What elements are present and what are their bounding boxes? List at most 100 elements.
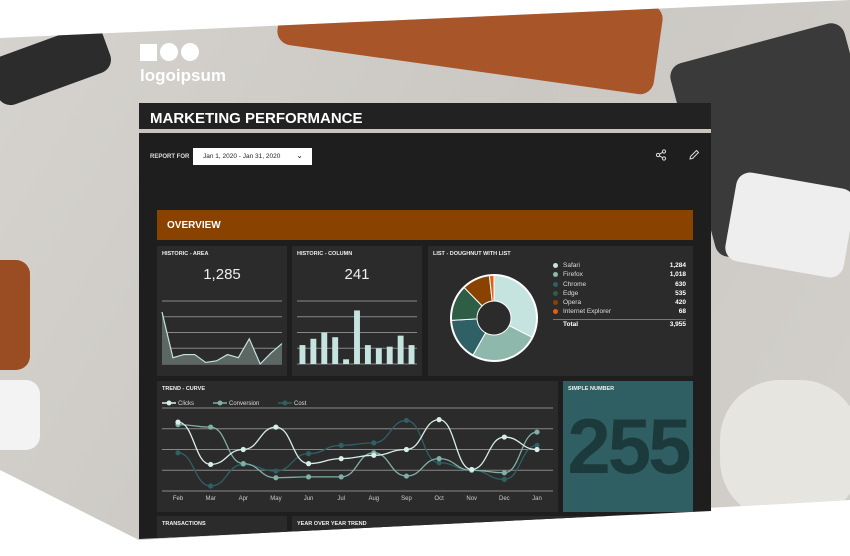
browser-name: Internet Explorer bbox=[563, 308, 612, 316]
legend-label: Cost bbox=[294, 401, 307, 407]
doughnut-chart bbox=[450, 274, 538, 362]
card-title: LIST - DOUGHNUT WITH LIST bbox=[433, 251, 511, 257]
column-bar bbox=[354, 310, 360, 364]
card-title: HISTORIC - AREA bbox=[162, 251, 209, 257]
data-point bbox=[240, 446, 246, 453]
data-point bbox=[305, 474, 312, 480]
browser-name: Chrome bbox=[563, 280, 587, 288]
card-title: TRANSACTIONS bbox=[162, 521, 206, 527]
x-tick-label: Feb bbox=[173, 496, 184, 502]
data-point bbox=[273, 468, 279, 474]
x-tick-label: Jan bbox=[532, 496, 542, 502]
data-point bbox=[273, 424, 279, 430]
title-bar: MARKETING PERFORMANCE bbox=[139, 103, 711, 133]
data-point bbox=[534, 429, 540, 435]
historic-area-card: HISTORIC - AREA 1,285 bbox=[157, 246, 287, 376]
browser-name: Edge bbox=[563, 289, 579, 297]
list-item: Safari 1,284 bbox=[553, 262, 686, 271]
data-point bbox=[501, 470, 507, 476]
data-point bbox=[403, 446, 410, 453]
data-point bbox=[175, 450, 181, 456]
total-label: Total bbox=[563, 320, 579, 328]
data-point bbox=[501, 476, 507, 482]
legend-dot bbox=[553, 281, 558, 287]
x-tick-label: Apr bbox=[239, 496, 248, 502]
column-bar bbox=[386, 346, 393, 364]
data-point bbox=[469, 466, 475, 473]
column-bar bbox=[321, 332, 328, 364]
pencil-icon[interactable] bbox=[688, 149, 700, 164]
x-tick-label: May bbox=[270, 496, 281, 502]
date-range-select[interactable]: Jan 1, 2020 - Jan 31, 2020 ⌄ bbox=[193, 148, 312, 165]
trend-curve-card: TREND - CURVE Feb Mar Apr May Jun Jul Aug Sep Oc… bbox=[157, 381, 558, 512]
doughnut-outline bbox=[450, 274, 538, 362]
list-item: Opera 420 bbox=[553, 299, 686, 308]
data-point bbox=[338, 474, 344, 480]
total-row: Total 3,955 bbox=[553, 318, 686, 328]
column-bar bbox=[397, 335, 404, 364]
share-icon[interactable] bbox=[655, 149, 667, 164]
legend-marker bbox=[166, 400, 172, 406]
browser-value: 1,018 bbox=[669, 271, 686, 279]
x-tick-label: Sep bbox=[401, 496, 412, 502]
legend-label: Clicks bbox=[178, 401, 194, 407]
data-point bbox=[371, 452, 377, 458]
x-tick-label: Jun bbox=[304, 496, 314, 502]
x-tick-label: Aug bbox=[368, 496, 379, 502]
legend-label: Conversion bbox=[229, 401, 259, 407]
list-item: Chrome 630 bbox=[553, 281, 686, 290]
column-bar bbox=[299, 345, 306, 364]
overview-banner: OVERVIEW bbox=[157, 210, 693, 240]
data-point bbox=[371, 440, 377, 446]
card-title: HISTORIC - COLUMN bbox=[297, 251, 353, 257]
column-bar bbox=[375, 348, 382, 364]
list-item: Internet Explorer 68 bbox=[553, 308, 686, 317]
column-chart bbox=[297, 300, 417, 365]
data-point bbox=[534, 446, 540, 453]
browser-value: 1,284 bbox=[669, 262, 686, 269]
card-value: 241 bbox=[344, 266, 370, 283]
legend-dot bbox=[553, 263, 558, 268]
card-title: SIMPLE NUMBER bbox=[568, 386, 615, 392]
data-point bbox=[305, 461, 312, 467]
doughnut-slice bbox=[493, 274, 538, 339]
legend-dot bbox=[553, 290, 558, 296]
area-fill bbox=[162, 312, 282, 364]
data-point bbox=[240, 461, 246, 467]
list-item: Edge 535 bbox=[553, 290, 686, 299]
legend-dot bbox=[553, 272, 558, 278]
browser-value: 420 bbox=[675, 299, 686, 307]
total-value: 3,955 bbox=[669, 320, 686, 328]
data-point bbox=[338, 456, 344, 462]
data-point bbox=[436, 417, 442, 423]
transactions-card: TRANSACTIONS bbox=[157, 516, 287, 539]
legend-marker bbox=[282, 400, 288, 406]
area-line bbox=[161, 311, 283, 366]
area-chart bbox=[161, 300, 283, 366]
report-for-label: REPORT FOR bbox=[150, 154, 190, 160]
x-tick-label: Dec bbox=[499, 496, 510, 502]
chevron-down-icon: ⌄ bbox=[296, 151, 303, 160]
data-point bbox=[436, 456, 442, 462]
doughnut-card: LIST - DOUGHNUT WITH LIST Safari 1,284 Fir… bbox=[428, 246, 693, 376]
browser-name: Firefox bbox=[563, 271, 583, 279]
column-bar bbox=[343, 359, 350, 364]
logo-text: logoipsum bbox=[140, 66, 226, 85]
data-point bbox=[403, 473, 410, 479]
data-point bbox=[338, 442, 344, 448]
card-title: TREND - CURVE bbox=[162, 386, 205, 392]
date-range-value: Jan 1, 2020 - Jan 31, 2020 bbox=[203, 153, 281, 160]
x-tick-label: Mar bbox=[205, 496, 215, 502]
dashboard: MARKETING PERFORMANCE REPORT FOR Jan 1, … bbox=[139, 103, 711, 539]
historic-column-card: HISTORIC - COLUMN 241 bbox=[292, 246, 422, 376]
legend-dot bbox=[553, 300, 558, 306]
browser-value: 535 bbox=[675, 289, 686, 297]
browser-value: 630 bbox=[675, 280, 686, 288]
trend-chart: Feb Mar Apr May Jun Jul Aug Sep Oct Nov Dec Jan Clic… bbox=[162, 400, 553, 502]
data-point bbox=[501, 434, 507, 440]
list-item: Firefox 1,018 bbox=[553, 271, 686, 280]
data-point bbox=[175, 419, 181, 425]
data-point bbox=[403, 417, 410, 424]
column-bar bbox=[310, 338, 317, 364]
data-point bbox=[208, 461, 214, 468]
